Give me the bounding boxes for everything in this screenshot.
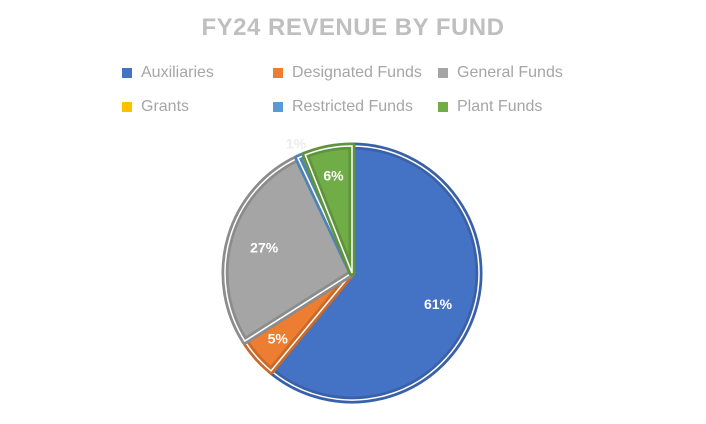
legend-item: Grants (122, 98, 189, 116)
data-label: 6% (323, 168, 344, 184)
legend-item: Auxiliaries (122, 64, 214, 82)
data-label: 5% (268, 331, 289, 347)
slice-border (269, 145, 480, 401)
legend-item: General Funds (438, 64, 563, 82)
legend-swatch (122, 102, 132, 112)
data-label: 1% (286, 136, 307, 152)
legend-swatch (438, 102, 448, 112)
chart-title: FY24 REVENUE BY FUND (201, 14, 505, 41)
data-label: 61% (424, 296, 453, 312)
legend-swatch (122, 68, 132, 78)
legend-swatch (273, 68, 283, 78)
legend-item: Restricted Funds (273, 98, 413, 116)
legend-label: General Funds (457, 64, 563, 81)
slice-border (224, 157, 353, 343)
slice-border (304, 145, 353, 274)
data-label: 27% (250, 239, 279, 255)
legend-label: Restricted Funds (292, 98, 413, 115)
legend-label: Designated Funds (292, 64, 422, 81)
legend-label: Plant Funds (457, 98, 543, 115)
legend-label: Grants (141, 98, 190, 115)
legend-item: Plant Funds (438, 98, 542, 116)
legend-label: Auxiliaries (141, 64, 214, 81)
legend-item: Designated Funds (273, 64, 422, 82)
legend-swatch (273, 102, 283, 112)
legend-swatch (438, 68, 448, 78)
